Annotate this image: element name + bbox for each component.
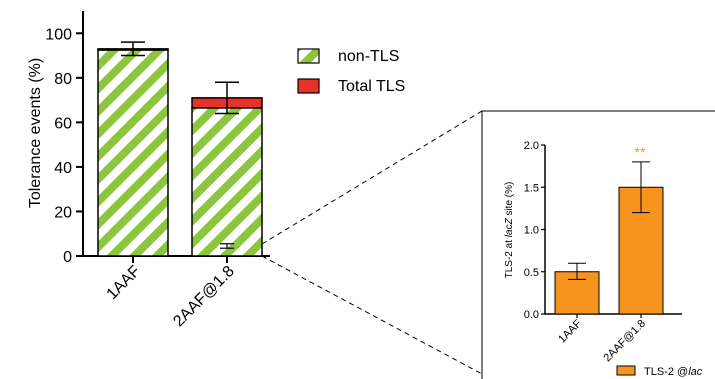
main-y-tick-label: 100	[45, 26, 72, 43]
legend-label-total-tls: Total TLS	[338, 78, 405, 95]
main-y-tick-label: 80	[54, 71, 72, 88]
main-chart: 0 20 40 60 80 100 1AAF 2AAF@1.8 Tolerance even…	[27, 11, 405, 330]
inset-bars	[554, 161, 664, 315]
main-x-tick-label: 1AAF	[104, 263, 144, 303]
inset-legend: TLS-2 @lac	[616, 365, 703, 378]
inset-legend-label: TLS-2 @lac	[644, 366, 703, 378]
main-y-axis-title: Tolerance events (%)	[27, 58, 44, 208]
bar-segment-non-tls	[97, 49, 169, 257]
inset-y-tick-label: 1.5	[524, 182, 539, 194]
inset-y-tick-label: 2.0	[524, 140, 539, 152]
main-y-tick-label: 60	[54, 115, 72, 132]
inset-y-tick-label: 0.5	[524, 267, 539, 279]
bar-segment-non-tls	[191, 107, 263, 257]
legend-swatch-total-tls	[297, 78, 320, 94]
zoom-connector-lines	[261, 110, 483, 375]
inset-y-tick-label: 1.0	[524, 225, 539, 237]
inset-legend-swatch	[616, 365, 636, 376]
legend-label-non-tls: non-TLS	[338, 48, 399, 65]
main-x-tick-label: 2AAF@1.8	[170, 263, 238, 331]
main-y-tick-label: 40	[54, 160, 72, 177]
inset-y-axis-title: TLS-2 at lacZ site (%)	[504, 182, 515, 279]
main-y-ticks: 0 20 40 60 80 100	[45, 26, 83, 266]
main-bars	[97, 41, 263, 257]
main-x-tick-labels: 1AAF 2AAF@1.8	[104, 256, 238, 330]
main-y-tick-label: 0	[63, 249, 72, 266]
main-legend: non-TLS Total TLS	[297, 48, 405, 95]
main-y-tick-label: 20	[54, 204, 72, 221]
inset-y-ticks: 0.0 0.5 1.0 1.5 2.0	[524, 140, 545, 321]
inset-y-tick-label: 0.0	[524, 309, 539, 321]
inset-significance-annotation: **	[635, 144, 646, 160]
legend-swatch-non-tls	[297, 48, 320, 64]
inset-chart: 0.00.51.01.52.0 1AAF 2AAF@1.8 ** TLS-2 at…	[481, 110, 715, 379]
inset-frame	[481, 110, 715, 379]
